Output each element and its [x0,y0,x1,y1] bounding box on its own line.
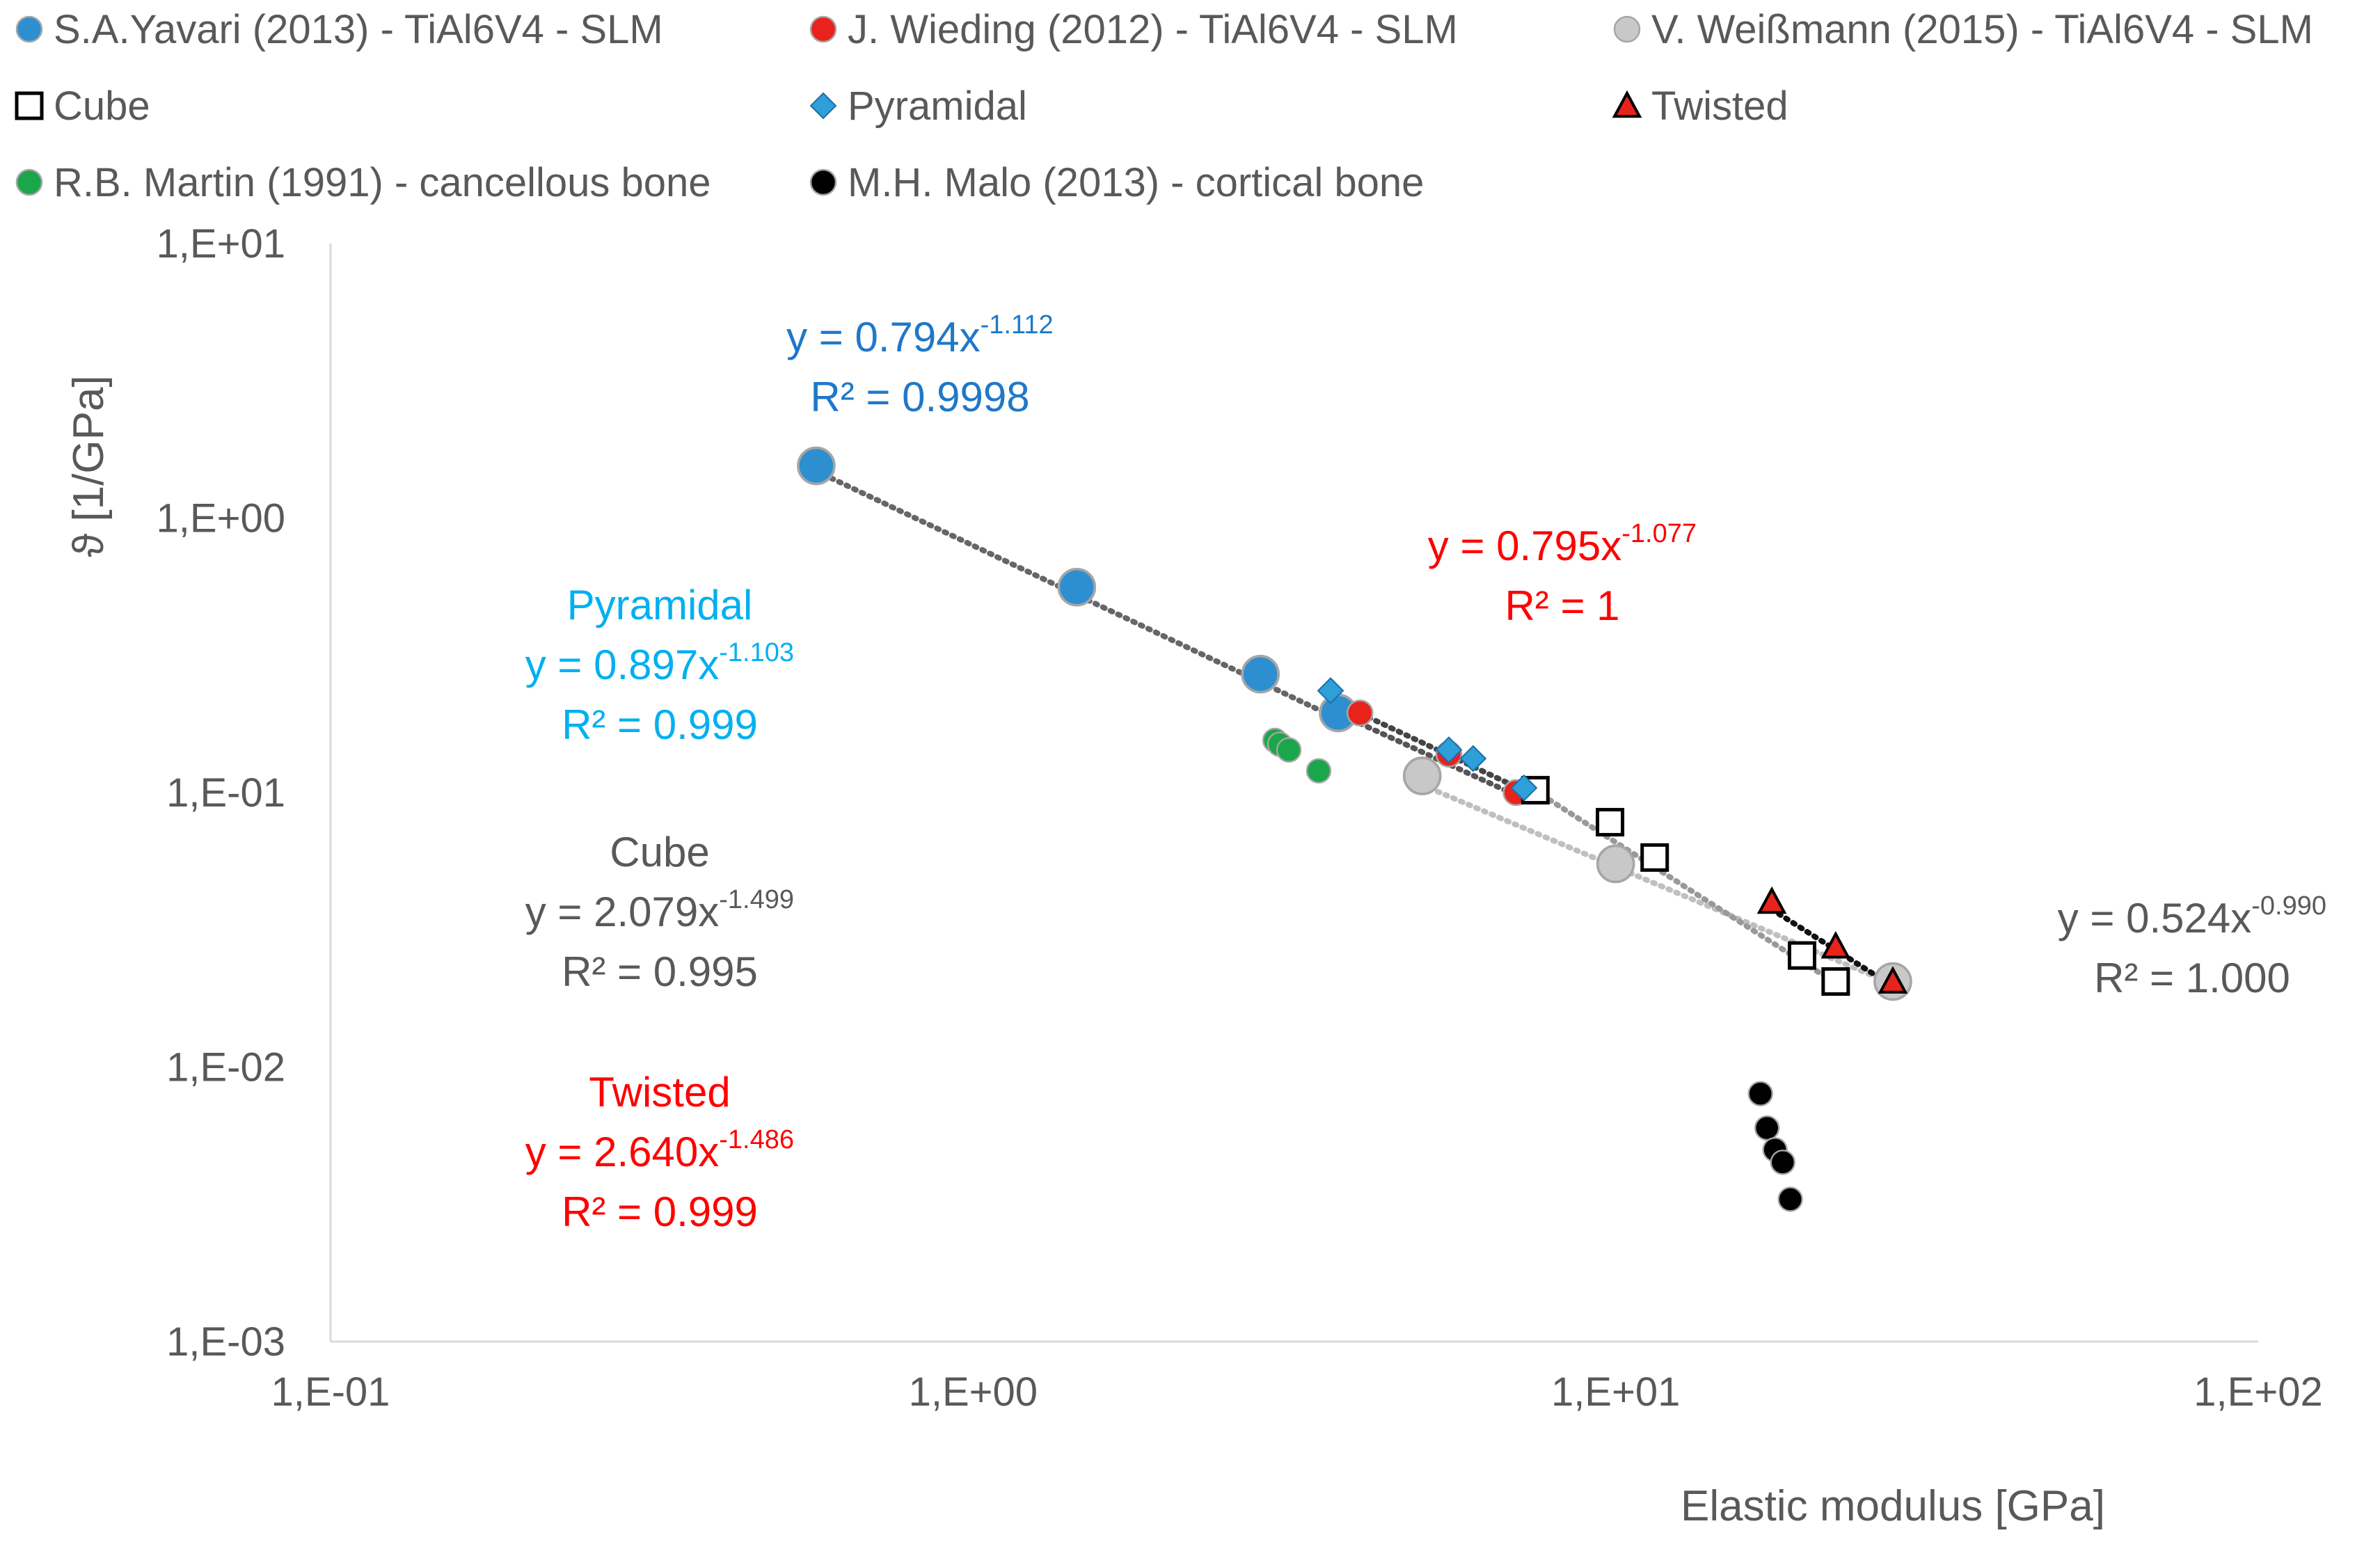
series-v-wei-mann-2015-tial6v4-slm [1402,756,1912,1001]
y-tick-label: 1,E+00 [157,496,285,541]
fit-annotations: y = 0.794x-1.112 R² = 0.9998 y = 0.795x-1… [525,310,2327,1235]
point-r-b-martin-1991-cancellous-bone [1276,737,1302,763]
point-cube [1596,808,1625,837]
point-twisted [1820,930,1851,959]
x-tick-label: 1,E-01 [271,1369,390,1415]
data-points [797,446,1912,1212]
legend-marker-s-a-yavari-2013-tial6v4-slm [15,15,43,43]
point-cube [1821,967,1850,996]
series-twisted [1756,886,1908,994]
x-tick-label: 1,E+00 [909,1369,1038,1415]
x-axis-title: Elastic modulus [GPa] [1681,1482,2105,1530]
legend-label-s-a-yavari-2013-tial6v4-slm: S.A.Yavari (2013) - TiAl6V4 - SLM [54,7,663,52]
y-tick-label: 1,E-03 [166,1319,285,1365]
point-m-h-malo-2013-cortical-bone [1747,1081,1773,1106]
legend-label-pyramidal: Pyramidal [848,84,1027,129]
x-tick-label: 1,E+02 [2193,1369,2322,1415]
x-tick-label: 1,E+01 [1551,1369,1680,1415]
annotation-yavari: y = 0.794x-1.112 R² = 0.9998 [786,310,1054,420]
y-tick-label: 1,E-01 [166,770,285,816]
y-axis-title: ϑ [1/GPa] [65,375,113,557]
y-tick-label: 1,E+01 [157,221,285,267]
annotation-wieding: y = 0.795x-1.077 R² = 1 [1428,519,1697,629]
point-m-h-malo-2013-cortical-bone [1770,1150,1795,1175]
annotation-cube: Cube y = 2.079x-1.499 R² = 0.995 [525,829,795,995]
point-s-a-yavari-2013-tial6v4-slm [1057,568,1097,607]
legend-label-r-b-martin-1991-cancellous-bone: R.B. Martin (1991) - cancellous bone [54,160,711,205]
annotation-twisted: Twisted y = 2.640x-1.486 R² = 0.999 [525,1069,795,1235]
series-pyramidal [1317,677,1538,802]
trendline-cube-fit [1532,788,1839,986]
point-pyramidal [1459,745,1487,772]
legend-label-twisted: Twisted [1651,84,1788,129]
legend-label-m-h-malo-2013-cortical-bone: M.H. Malo (2013) - cortical bone [848,160,1424,205]
point-pyramidal [1317,677,1344,705]
series-s-a-yavari-2013-tial6v4-slm [797,446,1358,733]
legend-marker-twisted [1612,90,1642,118]
point-m-h-malo-2013-cortical-bone [1754,1115,1780,1141]
legend-marker-j-wieding-2012-tial6v4-slm [809,15,837,43]
point-twisted [1756,886,1787,914]
series-m-h-malo-2013-cortical-bone [1747,1081,1803,1212]
point-j-wieding-2012-tial6v4-slm [1346,699,1374,726]
annotation-pyramidal: Pyramidal y = 0.897x-1.103 R² = 0.999 [525,582,795,748]
point-pyramidal [1510,774,1538,802]
point-cube [1787,941,1816,970]
point-s-a-yavari-2013-tial6v4-slm [1241,655,1280,694]
series-r-b-martin-1991-cancellous-bone [1262,727,1332,784]
legend-label-cube: Cube [54,84,150,129]
point-twisted [1878,966,1908,994]
y-tick-label: 1,E-02 [166,1045,285,1090]
point-r-b-martin-1991-cancellous-bone [1306,758,1332,784]
legend-marker-v-wei-mann-2015-tial6v4-slm [1613,15,1641,43]
annotation-weissmann: y = 0.524x-0.990 R² = 1.000 [2058,891,2327,1001]
point-v-wei-mann-2015-tial6v4-slm [1596,844,1635,884]
legend-marker-pyramidal [809,92,837,120]
legend-marker-r-b-martin-1991-cancellous-bone [15,168,43,196]
point-m-h-malo-2013-cortical-bone [1777,1186,1803,1212]
point-v-wei-mann-2015-tial6v4-slm [1402,756,1442,795]
point-s-a-yavari-2013-tial6v4-slm [797,446,836,486]
legend-marker-m-h-malo-2013-cortical-bone [809,168,837,196]
trendlines [813,468,1896,989]
point-cube [1640,843,1669,872]
trendline-v-wei-mann-fit [1419,782,1896,987]
point-pyramidal [1435,736,1463,764]
legend-label-v-wei-mann-2015-tial6v4-slm: V. Weißmann (2015) - TiAl6V4 - SLM [1651,7,2313,52]
legend-label-j-wieding-2012-tial6v4-slm: J. Wieding (2012) - TiAl6V4 - SLM [848,7,1458,52]
legend-marker-cube [15,91,44,120]
legend: S.A.Yavari (2013) - TiAl6V4 - SLM J. Wied… [15,7,2313,205]
axes: 1,E-01 1,E+00 1,E+01 1,E+02 1,E+01 1,E+00 1,E-… [65,221,2323,1530]
